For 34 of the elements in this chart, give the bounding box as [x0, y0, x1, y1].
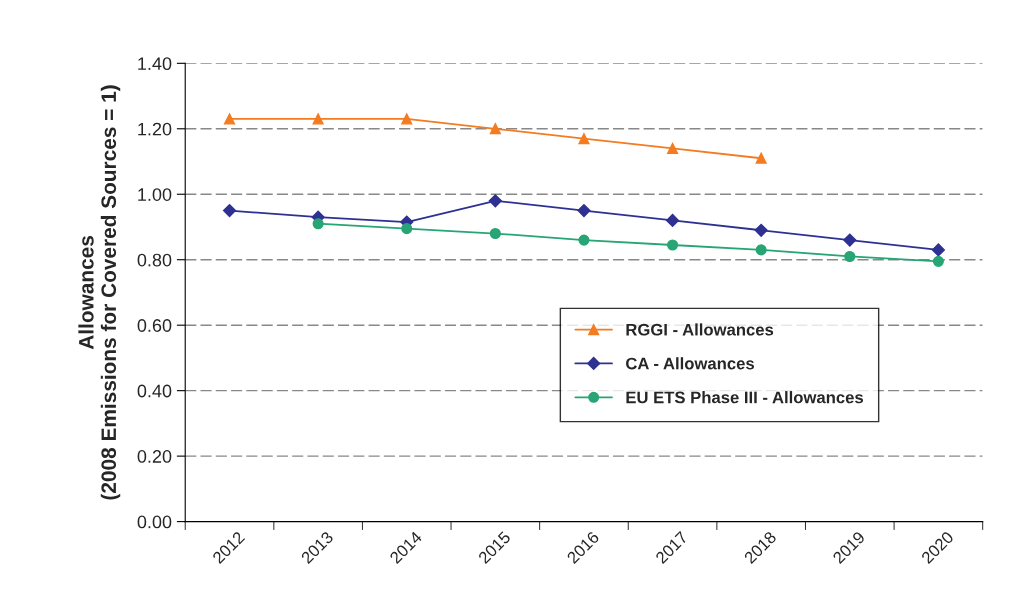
legend-label: EU ETS Phase III - Allowances	[626, 391, 863, 404]
point	[312, 218, 324, 230]
y-tick-label: 0.40	[137, 384, 172, 398]
point	[754, 223, 768, 237]
point	[578, 133, 590, 145]
point	[755, 244, 767, 256]
point	[577, 204, 591, 218]
y-tick-label: 0.20	[137, 450, 172, 463]
y-tick-label: 0.00	[137, 515, 172, 529]
point	[222, 204, 237, 218]
y-tick-label: 1.20	[138, 122, 172, 136]
legend-label: RGGI - Allowances	[626, 323, 774, 336]
point	[931, 243, 945, 257]
point	[488, 194, 502, 208]
point	[844, 250, 856, 263]
point	[665, 213, 680, 228]
legend-label: CA - Allowances	[626, 357, 754, 370]
point	[932, 255, 944, 267]
point	[312, 113, 324, 125]
point	[578, 234, 590, 246]
point	[223, 113, 236, 125]
y-tick-label: 1.00	[138, 188, 172, 201]
point	[489, 227, 501, 240]
point	[843, 233, 857, 247]
point	[401, 113, 413, 125]
point	[489, 123, 501, 135]
y-tick-label: 0.60	[137, 319, 172, 332]
y-tick-label: 1.40	[138, 57, 172, 71]
point	[755, 152, 767, 164]
y-tick-label: 0.80	[137, 253, 172, 267]
point	[667, 239, 679, 251]
y-axis-title: Allowances (2008 Emissions for Covered Sources = 1)	[78, 85, 121, 500]
point	[401, 223, 413, 235]
point	[667, 142, 679, 154]
